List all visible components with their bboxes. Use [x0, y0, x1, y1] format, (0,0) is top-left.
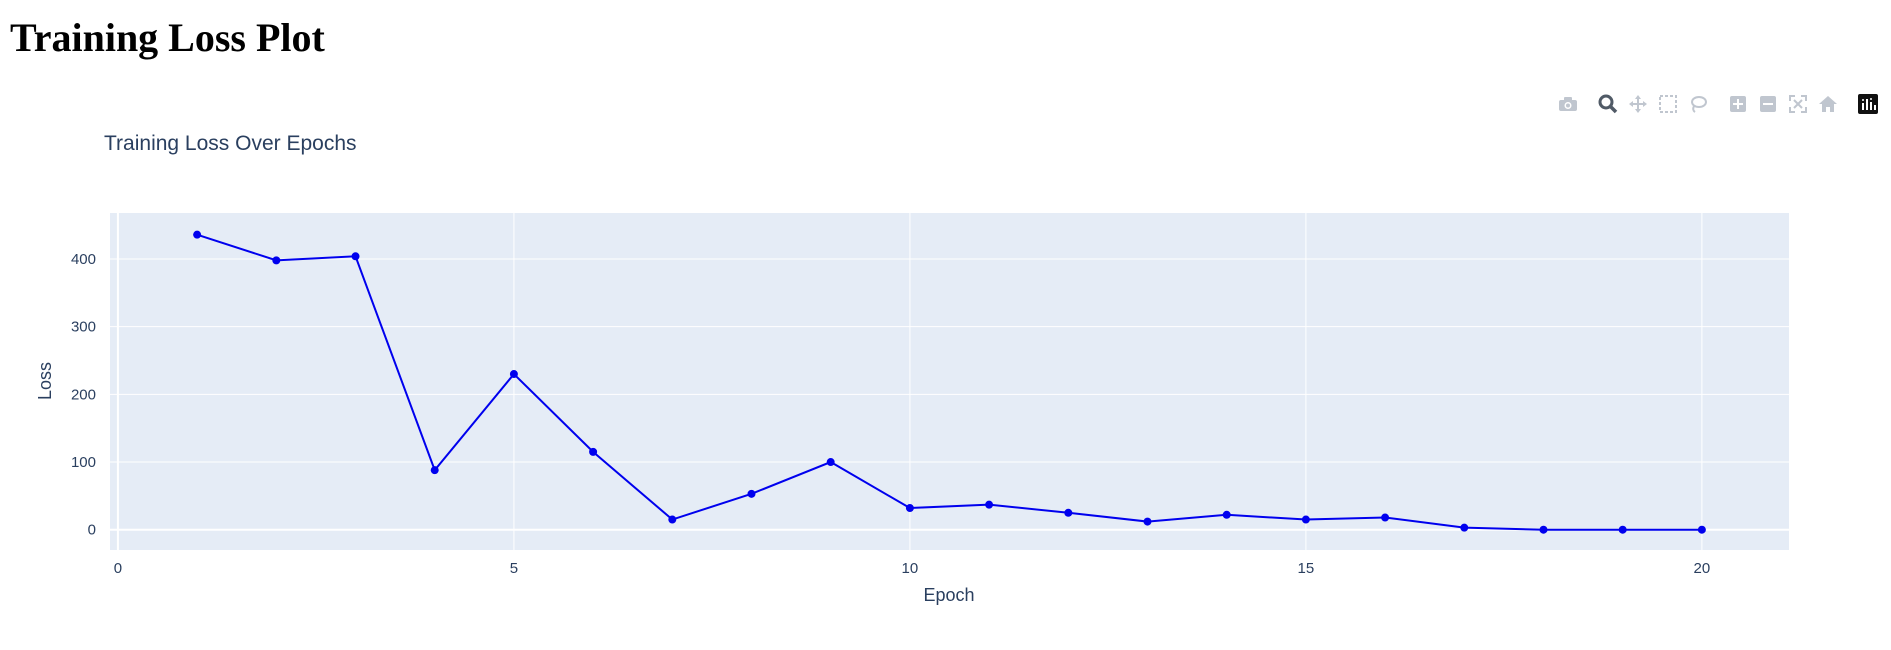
data-point[interactable] [1618, 525, 1627, 534]
data-point[interactable] [589, 447, 598, 456]
data-point[interactable] [1301, 515, 1310, 524]
lasso-select-icon[interactable] [1686, 93, 1710, 115]
y-tick-label: 400 [71, 251, 96, 268]
data-point[interactable] [430, 466, 439, 475]
zoom-in-icon[interactable] [1726, 93, 1750, 115]
x-gridlines [116, 213, 1703, 550]
x-axis-title: Epoch [923, 585, 974, 605]
loss-line [196, 233, 1702, 531]
x-tick-label: 10 [902, 560, 919, 577]
data-point[interactable] [747, 489, 756, 498]
x-tick-label: 20 [1694, 560, 1711, 577]
y-tick-label: 200 [71, 386, 96, 403]
box-select-icon[interactable] [1656, 93, 1680, 115]
x-tick-label: 5 [510, 560, 518, 577]
plotly-logo-icon[interactable] [1856, 93, 1880, 115]
data-point[interactable] [985, 500, 994, 509]
pan-icon[interactable] [1626, 93, 1650, 115]
data-point[interactable] [905, 504, 914, 513]
autoscale-icon[interactable] [1786, 93, 1810, 115]
modebar [1556, 93, 1886, 115]
x-tick-label: 15 [1298, 560, 1315, 577]
camera-icon[interactable] [1556, 93, 1580, 115]
data-point[interactable] [1143, 517, 1152, 526]
data-point[interactable] [193, 230, 202, 239]
data-point[interactable] [1222, 510, 1231, 519]
y-tick-label: 100 [71, 454, 96, 471]
data-point[interactable] [509, 370, 518, 379]
plot-area [110, 213, 1789, 550]
data-point[interactable] [826, 458, 835, 467]
y-tick-label: 300 [71, 319, 96, 336]
data-point[interactable] [272, 256, 281, 265]
data-point[interactable] [1697, 525, 1706, 534]
page-title: Training Loss Plot [10, 15, 325, 60]
y-axis-title: Loss [35, 362, 55, 400]
loss-series [193, 230, 1706, 534]
data-point[interactable] [1381, 513, 1390, 522]
x-tick-label: 0 [114, 560, 122, 577]
zoom-out-icon[interactable] [1756, 93, 1780, 115]
chart-title: Training Loss Over Epochs [104, 132, 357, 155]
data-point[interactable] [1064, 508, 1073, 517]
y-tick-labels: 0 100 200 300 400 [71, 251, 96, 539]
y-tick-label: 0 [88, 522, 96, 539]
data-point[interactable] [1460, 523, 1469, 532]
x-tick-labels: 0 5 10 15 20 [114, 560, 1710, 577]
reset-axes-icon[interactable] [1816, 93, 1840, 115]
data-point[interactable] [1539, 525, 1548, 534]
data-point[interactable] [351, 252, 360, 261]
zoom-icon[interactable] [1596, 93, 1620, 115]
data-point[interactable] [668, 515, 677, 524]
